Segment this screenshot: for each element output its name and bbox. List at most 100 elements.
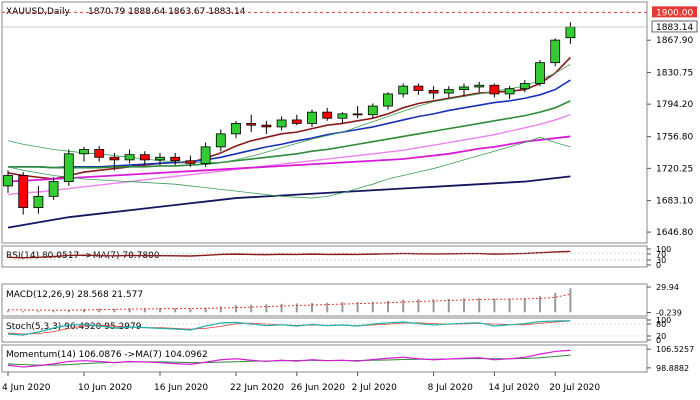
candle — [109, 152, 120, 171]
date-tick-label: 20 Jul 2020 — [549, 383, 600, 393]
price-tick-label: 1720.25 — [656, 164, 693, 174]
candle — [428, 86, 439, 100]
ma-line-2 — [8, 79, 571, 169]
rsi-line — [7, 250, 571, 259]
date-tick-label: 10 Jun 2020 — [78, 383, 132, 393]
candle-body — [383, 93, 393, 107]
candle — [367, 103, 378, 119]
candle — [139, 151, 150, 166]
candle-body — [231, 123, 241, 135]
candle-body — [48, 181, 59, 197]
candle — [489, 83, 500, 98]
date-tick-label: 16 Jun 2020 — [154, 383, 208, 393]
candle — [474, 81, 485, 93]
candle — [200, 142, 211, 167]
ma-line-3 — [8, 100, 571, 169]
candle-body — [18, 175, 29, 209]
candle-body — [185, 160, 196, 164]
candle-body — [33, 195, 44, 209]
candle-body — [307, 111, 317, 124]
candle — [63, 149, 74, 186]
candle — [185, 155, 196, 167]
candles — [3, 22, 576, 215]
candle — [276, 116, 287, 131]
candle-body — [124, 154, 135, 161]
candle — [504, 86, 515, 100]
momentum-label: Momentum(14) 106.0876 ->MA(7) 104.0962 — [6, 350, 208, 360]
rsi-label: RSI(14) 80.0517 ->MA(7) 70.7800 — [6, 251, 160, 261]
candle-body — [322, 111, 333, 119]
candle — [94, 146, 105, 162]
candle — [215, 129, 226, 152]
ma-line-5 — [7, 135, 571, 183]
candle-body — [246, 123, 257, 126]
candle-body — [337, 113, 348, 119]
price-tick-label: 1830.75 — [656, 68, 693, 78]
date-tick-label: 26 Jun 2020 — [291, 383, 345, 393]
candle — [550, 38, 561, 67]
candle — [307, 109, 317, 127]
macd-signal — [7, 293, 571, 311]
date-tick-label: 8 Jul 2020 — [428, 383, 473, 393]
candle-body — [428, 90, 439, 94]
last-price-label: 1883.14 — [656, 23, 693, 33]
momentum-series: 106.5257 98.8882 — [7, 345, 694, 373]
candle-body — [459, 86, 469, 90]
candle — [246, 114, 257, 133]
candle — [459, 83, 469, 97]
date-tick-label: 4 Jun 2020 — [2, 383, 51, 393]
candle-body — [261, 124, 272, 128]
panel-tick-label: 80 — [656, 320, 666, 329]
candle-body — [200, 146, 211, 164]
price-axis: 1646.80 1683.10 1720.25 1756.80 1794.20 1830.… — [647, 36, 693, 238]
price-tick-label: 1756.80 — [656, 133, 693, 143]
panel-tick-label: 20 — [656, 332, 666, 341]
price-tick-label: 1794.20 — [656, 100, 693, 110]
price-tick-label: 1683.10 — [656, 197, 693, 207]
candle — [170, 152, 181, 166]
macd-series: 29.94 -0.239 — [7, 283, 682, 318]
panel-tick-label: 0 — [656, 261, 661, 270]
candle — [33, 185, 44, 214]
candle — [337, 112, 348, 124]
panel-tick-label: 100 — [656, 245, 671, 254]
candle-body — [535, 62, 545, 84]
candle-body — [139, 154, 150, 161]
panel-tick-label: 106.5257 — [656, 345, 694, 354]
candle-body — [170, 156, 181, 162]
candle — [124, 149, 135, 164]
candle-body — [519, 83, 530, 90]
candle — [261, 120, 272, 134]
band-lower — [7, 136, 571, 199]
price-panel — [1, 1, 648, 244]
panel-tick-label: 0 — [656, 336, 661, 345]
candle — [443, 86, 454, 98]
candle — [231, 120, 241, 139]
date-tick-label: 2 Jul 2020 — [352, 383, 397, 393]
candle-body — [63, 153, 74, 182]
panel-tick-label: 70 — [656, 250, 666, 259]
candle-body — [565, 26, 576, 39]
candle-body — [413, 85, 424, 91]
candle-body — [489, 84, 500, 95]
candle-body — [79, 149, 89, 155]
date-tick-label: 22 Jun 2020 — [230, 383, 284, 393]
macd-label: MACD(12,26,9) 28.568 21.577 — [6, 290, 143, 300]
candle — [413, 83, 424, 95]
candle — [398, 83, 409, 98]
candle-body — [443, 89, 454, 94]
candle — [352, 106, 363, 119]
stoch-k-line — [7, 320, 571, 336]
level-tag-label: 1900.00 — [656, 8, 693, 18]
candle — [519, 80, 530, 93]
candle-body — [109, 156, 120, 161]
date-tick-label: 14 Jul 2020 — [488, 383, 539, 393]
ma-line-6 — [7, 175, 571, 229]
panel-tick-label: 100 — [656, 316, 671, 325]
candle — [48, 177, 59, 200]
candle-body — [94, 149, 105, 158]
candle-body — [352, 113, 363, 116]
